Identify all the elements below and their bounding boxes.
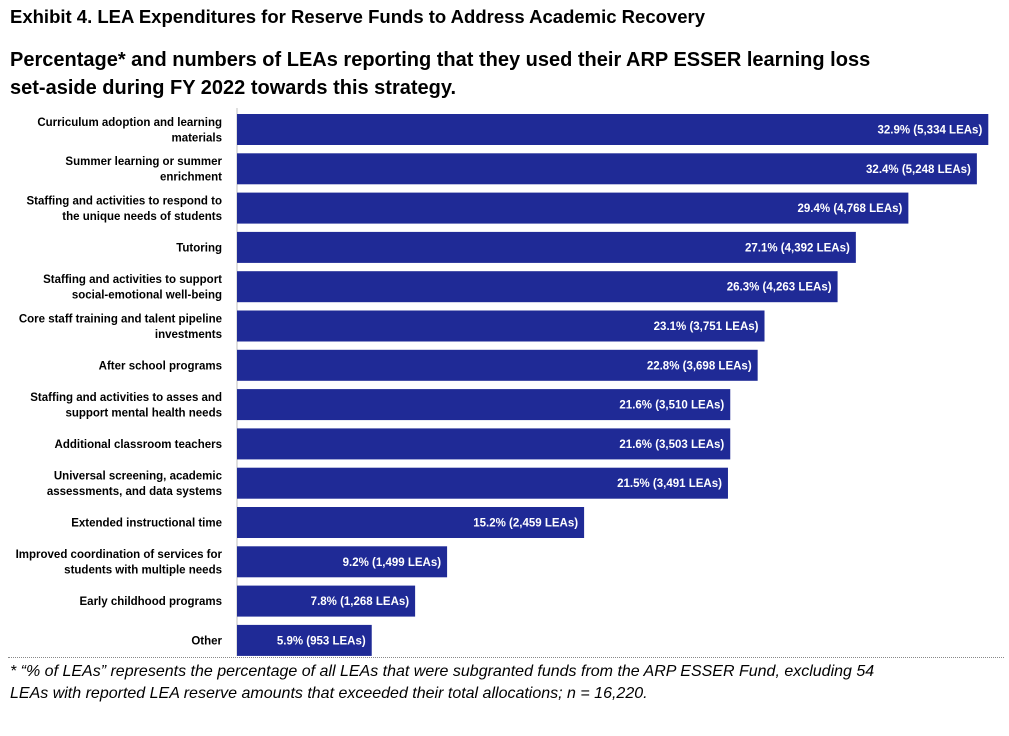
exhibit-title: Exhibit 4. LEA Expenditures for Reserve … (10, 6, 705, 27)
bar (237, 153, 977, 185)
bar (237, 624, 372, 656)
bar-data-label: 21.6% (3,510 LEAs) (619, 400, 724, 412)
category-label: Improved coordination of services for stu… (16, 549, 223, 577)
bar (237, 231, 856, 263)
bar (237, 546, 448, 578)
bar-data-label: 26.3% (4,263 LEAs) (727, 282, 832, 294)
bar-data-label: 9.2% (1,499 LEAs) (343, 557, 442, 569)
bar-data-label: 32.4% (5,248 LEAs) (866, 164, 971, 176)
bar-data-label: 29.4% (4,768 LEAs) (798, 203, 903, 215)
category-label: Universal screening, academic assessments… (47, 470, 223, 498)
category-label: Staffing and activities to asses and supp… (30, 392, 222, 420)
bar (237, 310, 765, 342)
category-label: Extended instructional time (71, 518, 222, 530)
bar-data-label: 7.8% (1,268 LEAs) (311, 596, 410, 608)
category-label: Tutoring (176, 242, 222, 254)
bar-chart: 32.9% (5,334 LEAs) Curriculum adoption an… (16, 108, 989, 656)
bar-data-label: 22.8% (3,698 LEAs) (647, 360, 752, 372)
bar-data-label: 32.9% (5,334 LEAs) (877, 125, 982, 137)
bar-data-label: 27.1% (4,392 LEAs) (745, 242, 850, 254)
bar (237, 192, 909, 224)
category-label: After school programs (99, 360, 222, 372)
footnote-divider (8, 657, 1004, 658)
bar (237, 114, 989, 145)
category-label: Summer learning or summer enrichment (65, 156, 222, 184)
bar-data-label: 23.1% (3,751 LEAs) (654, 321, 759, 333)
bar (237, 507, 585, 538)
bar (237, 428, 731, 460)
category-label: Early childhood programs (80, 596, 223, 608)
bar-data-label: 15.2% (2,459 LEAs) (473, 518, 578, 530)
category-label: Staffing and activities to respond to the… (26, 195, 222, 223)
category-label: Curriculum adoption and learning material… (37, 117, 222, 145)
category-label: Core staff training and talent pipeline i… (19, 313, 222, 341)
category-label: Additional classroom teachers (55, 439, 222, 451)
bar (237, 349, 758, 381)
chart-title: Percentage* and numbers of LEAs reportin… (10, 49, 871, 99)
category-label: Staffing and activities to support social… (43, 274, 222, 302)
footnote: * “% of LEAs” represents the percentage … (10, 663, 875, 702)
bar (237, 585, 416, 617)
bar-data-label: 5.9% (953 LEAs) (277, 635, 366, 647)
bar (237, 389, 731, 421)
bar-data-label: 21.5% (3,491 LEAs) (617, 478, 722, 490)
category-label: Other (191, 635, 222, 647)
bar (237, 271, 838, 303)
bar-data-label: 21.6% (3,503 LEAs) (619, 439, 724, 451)
bar (237, 467, 728, 499)
